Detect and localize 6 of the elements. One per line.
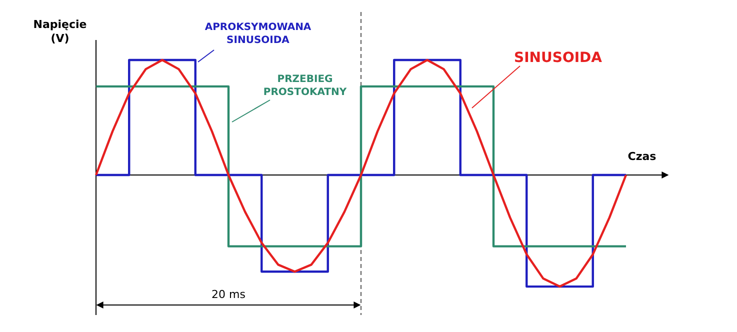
series-label: PRZEBIEG PROSTOKATNY [263,74,348,98]
text: SINUSOIDA [514,50,602,66]
series-label: APROKSYMOWANA SINUSOIDA [204,22,312,46]
x-axis-title: Czas [628,150,657,163]
text: 20 ms [212,288,246,301]
y-axis-title: Napięcie (V) [33,18,87,45]
